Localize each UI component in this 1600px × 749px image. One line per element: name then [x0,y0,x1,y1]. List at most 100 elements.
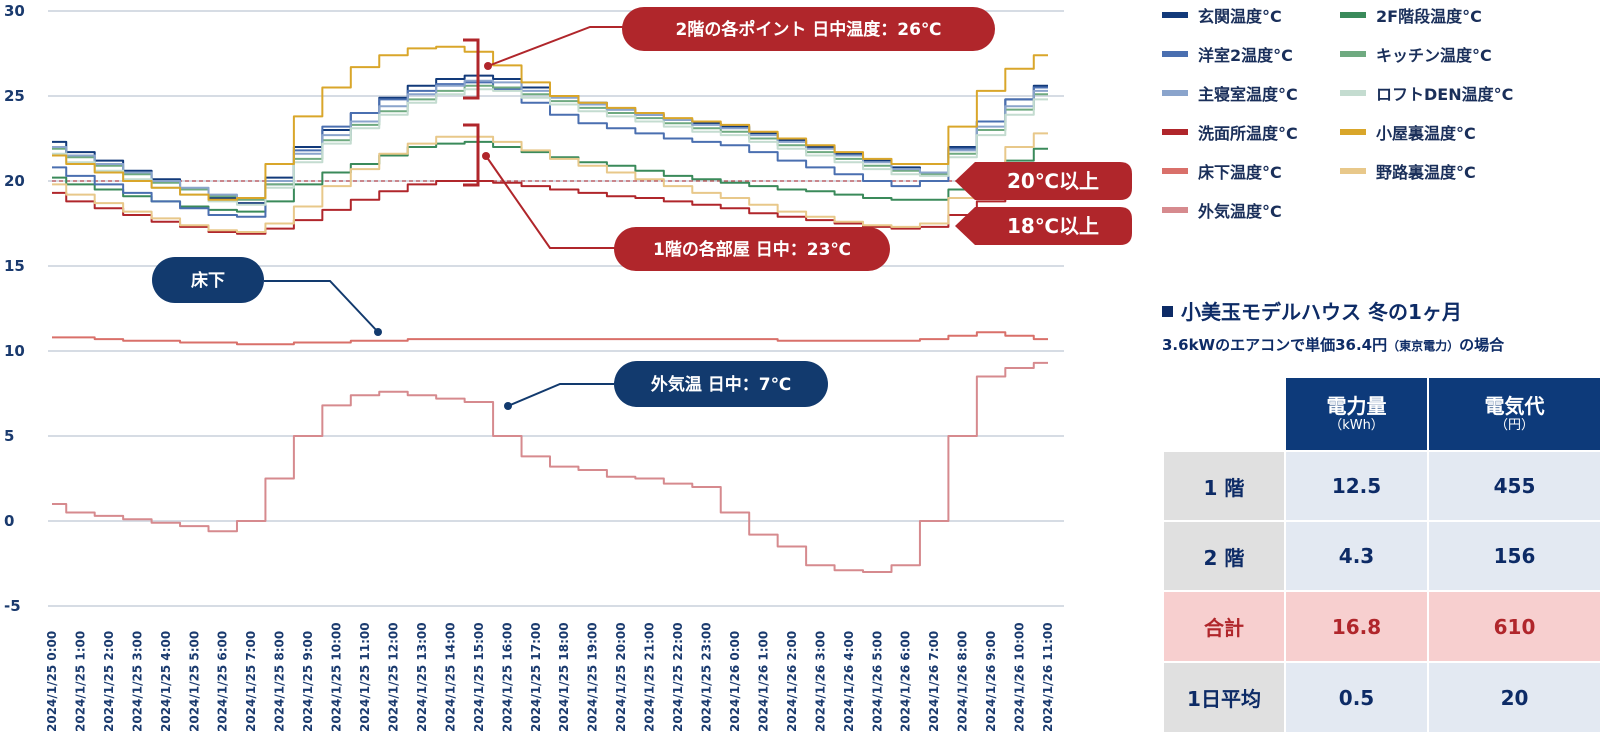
legend-item: 2F階段温度°C [1340,3,1482,27]
tag-18-degrees: 18℃以上 [955,207,1132,245]
kwh-cell: 16.8 [1284,590,1429,663]
x-tick-label: 2024/1/26 4:00 [842,631,856,732]
x-tick-label: 2024/1/25 21:00 [643,622,657,732]
x-tick-label: 2024/1/25 15:00 [472,622,486,732]
x-tick-label: 2024/1/26 8:00 [956,631,970,732]
tag-18-degrees-text: 18℃以上 [1007,214,1099,238]
electricity-cost-table: 電力量 （kWh） 電気代 （円） 1 階 12.5 455 2 階 4.3 156… [1162,376,1600,734]
series-line [52,45,1048,201]
legend-swatch [1162,90,1188,96]
x-tick-label: 2024/1/25 7:00 [244,631,258,732]
legend-label: 2F階段温度°C [1376,7,1482,26]
x-tick-label: 2024/1/26 5:00 [870,631,884,732]
series-line [52,361,1048,573]
legend-item: キッチン温度°C [1340,42,1492,66]
leader-line [487,26,630,67]
x-tick-label: 2024/1/25 3:00 [130,631,144,732]
y-tick-label: 10 [4,342,25,360]
x-tick-label: 2024/1/25 19:00 [586,622,600,732]
chart-series [52,45,1048,573]
x-tick-label: 2024/1/25 0:00 [45,631,59,732]
callout-underfloor-bg [152,257,264,303]
x-tick-label: 2024/1/25 6:00 [216,631,230,732]
temperature-line-chart: 30 25 20 15 10 5 0 -5 2024/1/25 0:00 2024/1/25 1… [4,2,1132,732]
y-tick-label: 30 [4,2,25,20]
x-tick-label: 2024/1/25 18:00 [557,622,571,732]
leader-line [507,383,614,407]
leader-line [264,280,379,333]
legend-swatch [1340,12,1366,18]
y-axis-ticks: 30 25 20 15 10 5 0 -5 [4,2,25,615]
table-row: 2 階 4.3 156 [1162,520,1600,592]
legend-item: 主寝室温度°C [1162,81,1298,105]
legend-item: 外気温度°C [1162,198,1282,222]
x-tick-label: 2024/1/26 9:00 [984,631,998,732]
legend-swatch [1162,207,1188,213]
kwh-cell: 4.3 [1284,520,1429,592]
legend-item: 玄関温度°C [1162,3,1282,27]
y-tick-label: 20 [4,172,25,190]
legend-label: 床下温度°C [1198,163,1282,182]
x-tick-label: 2024/1/26 10:00 [1013,622,1027,732]
legend-swatch [1340,168,1366,174]
x-tick-label: 2024/1/26 11:00 [1041,622,1055,732]
x-tick-label: 2024/1/26 6:00 [899,631,913,732]
row-label: 1 階 [1162,450,1286,522]
x-tick-label: 2024/1/25 8:00 [273,631,287,732]
callout-outside-temp: 外気温 日中：7℃ [614,361,828,407]
series-line [52,88,1048,206]
callout-outside-temp-text: 外気温 日中：7℃ [651,374,791,395]
legend-swatch [1340,90,1366,96]
callout-underfloor: 床下 [152,257,264,303]
x-tick-label: 2024/1/26 2:00 [785,631,799,732]
x-tick-label: 2024/1/26 1:00 [756,631,770,732]
y-tick-label: 25 [4,87,25,105]
kwh-cell: 0.5 [1284,661,1429,734]
callout-2f-temp: 2階の各ポイント 日中温度：26℃ [622,7,995,51]
legend-label: ロフトDEN温度°C [1376,85,1514,104]
legend-item: ロフトDEN温度°C [1340,81,1513,105]
x-tick-label: 2024/1/25 22:00 [671,622,685,732]
legend-label: 外気温度°C [1198,202,1282,221]
x-tick-label: 2024/1/25 16:00 [500,622,514,732]
leader-line [485,155,620,249]
series-line [52,81,1048,218]
pointer-dot [504,402,512,410]
table-row-total: 合計 16.8 610 [1162,590,1600,663]
legend-item: 洗面所温度°C [1162,120,1298,144]
series-line [52,176,1048,235]
legend-swatch [1340,51,1366,57]
column-header-yen: 電気代 （円） [1427,376,1600,452]
y-tick-label: 5 [4,427,14,445]
callout-underfloor-text: 床下 [191,270,225,291]
table-row: 1日平均 0.5 20 [1162,661,1600,734]
callout-outside-temp-bg [614,361,828,407]
row-label: 1日平均 [1162,661,1286,734]
legend-swatch [1162,12,1188,18]
table-row: 1 階 12.5 455 [1162,450,1600,522]
column-header-kwh: 電力量 （kWh） [1284,376,1429,452]
callout-2f-temp-text: 2階の各ポイント 日中温度：26℃ [676,19,942,40]
table-corner [1162,376,1286,452]
legend-item: 床下温度°C [1162,159,1282,183]
bracket-1f [463,123,480,187]
y-tick-label: 15 [4,257,25,275]
yen-cell: 156 [1427,520,1600,592]
pointer-dot [374,328,382,336]
kwh-cell: 12.5 [1284,450,1429,522]
x-tick-label: 2024/1/26 0:00 [728,631,742,732]
series-line [52,132,1048,233]
x-tick-label: 2024/1/25 11:00 [358,622,372,732]
x-tick-label: 2024/1/26 7:00 [927,631,941,732]
legend-label: 主寝室温度°C [1198,85,1298,104]
legend-label: 小屋裏温度°C [1376,124,1476,143]
x-tick-label: 2024/1/25 5:00 [187,631,201,732]
x-tick-label: 2024/1/25 13:00 [415,622,429,732]
tag-20-degrees: 20℃以上 [955,162,1132,200]
callout-2f-temp-bg [622,7,995,51]
x-axis-ticks: 2024/1/25 0:00 2024/1/25 1:00 2024/1/25 2:… [45,622,1055,732]
legend-item: 洋室2温度°C [1162,42,1293,66]
callout-1f-temp-bg [614,227,890,271]
legend-swatch [1340,129,1366,135]
summary-title: 小美玉モデルハウス 冬の1ヶ月 [1162,296,1462,325]
